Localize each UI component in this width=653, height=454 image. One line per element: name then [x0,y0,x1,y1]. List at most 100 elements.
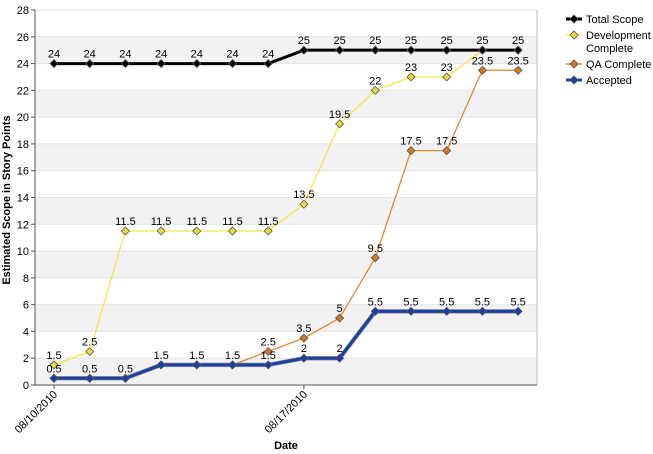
legend-swatch-marker [569,75,579,85]
data-label: 2 [337,343,343,355]
data-point-marker [406,45,416,55]
data-label: 24 [262,49,274,61]
grid-band [35,304,537,332]
data-label: 11.5 [187,216,208,228]
data-point-marker [192,360,202,370]
data-point-marker [85,373,95,383]
data-label: 1.5 [261,350,276,362]
data-point-marker [335,119,345,129]
data-point-marker [335,45,345,55]
data-label: 0.5 [46,363,61,375]
data-point-marker [442,45,452,55]
data-label: 23.5 [472,55,493,67]
data-label: 23 [405,62,417,74]
data-label: 3.5 [296,323,311,335]
data-label: 17.5 [400,136,421,148]
y-tick-label: 24 [17,59,29,71]
data-label: 24 [48,49,60,61]
legend-label: Total Scope [586,14,643,26]
data-point-marker [263,360,273,370]
data-label: 11.5 [258,216,279,228]
data-label: 9.5 [368,243,383,255]
data-label: 25 [512,35,524,47]
data-point-marker [49,59,59,69]
data-label: 25 [441,35,453,47]
data-point-marker [335,353,345,363]
data-label: 0.5 [82,363,97,375]
data-label: 5.5 [475,296,490,308]
data-point-marker [335,313,345,323]
data-point-marker [263,59,273,69]
data-label: 25 [405,35,417,47]
y-tick-label: 8 [23,273,29,285]
data-point-marker [227,59,238,69]
data-point-marker [156,226,166,236]
data-point-marker [85,346,95,357]
y-tick-label: 22 [17,85,29,97]
x-tick-label: 08/17/2010 [263,389,310,436]
data-label: 17.5 [436,136,457,148]
y-tick-label: 12 [17,219,29,231]
data-point-marker [120,373,130,383]
data-point-marker [156,360,166,370]
data-point-marker [406,306,416,316]
data-label: 11.5 [151,216,172,228]
legend-label: Development [586,30,651,42]
y-tick-label: 16 [17,166,29,178]
data-label: 2.5 [261,337,276,349]
y-tick-label: 10 [17,246,29,258]
series-line-0 [54,48,519,66]
data-label: 1.5 [225,350,240,362]
data-point-marker [406,72,416,82]
data-label: 5 [337,303,343,315]
data-point-marker [120,59,130,69]
data-point-marker [120,226,130,236]
y-axis-title: Estimated Scope in Story Points [1,115,13,284]
x-axis-ticks: 08/10/2010 08/17/2010 [13,385,310,436]
data-label: 24 [226,49,238,61]
data-point-marker [49,373,59,383]
legend-swatch-marker [569,14,579,24]
data-label: 19.5 [329,109,350,121]
data-label: 2.5 [82,337,97,349]
data-point-marker [299,353,309,363]
data-label: 1.5 [46,350,61,362]
data-point-marker [299,45,309,55]
y-tick-label: 0 [23,380,29,392]
grid-band [35,251,537,278]
data-point-marker [442,306,452,316]
data-label: 25 [476,35,488,47]
data-point-marker [263,226,273,236]
data-point-marker [263,346,273,357]
series-line-3 [54,309,519,380]
y-tick-label: 20 [17,112,29,124]
data-point-marker [192,226,202,236]
data-label: 5.5 [439,296,454,308]
data-label: 13.5 [293,189,314,201]
data-point-marker [192,59,202,69]
data-label: 24 [155,49,167,61]
data-label: 23.5 [507,55,528,67]
data-point-marker [513,45,523,55]
data-label: 25 [298,35,310,47]
data-point-marker [85,59,95,69]
data-point-marker [442,72,452,82]
data-point-marker [477,45,487,55]
data-point-marker [299,333,309,343]
series-line-1 [53,49,519,366]
data-point-marker [299,199,309,209]
axes [34,10,538,386]
data-label: 24 [119,49,131,61]
data-point-marker [406,146,416,156]
data-point-marker [49,360,59,370]
data-point-marker [370,45,380,55]
data-point-marker [513,306,523,316]
legend-swatch-marker [569,30,579,40]
data-point-marker [156,59,166,69]
data-label: 22 [369,75,381,87]
data-label: 1.5 [153,350,168,362]
